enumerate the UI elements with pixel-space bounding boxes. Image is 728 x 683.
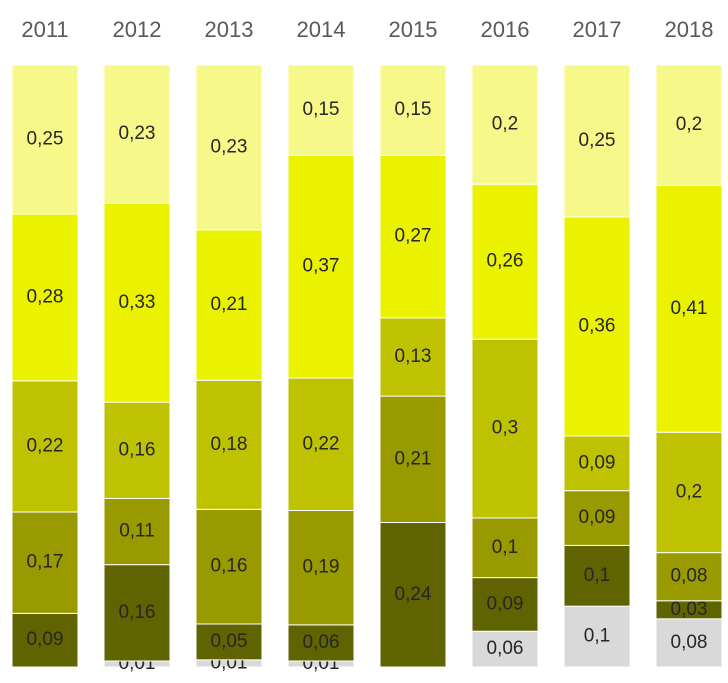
bar-segment bbox=[563, 216, 631, 437]
x-tick-label: 2016 bbox=[481, 17, 530, 42]
value-label: 0,11 bbox=[119, 521, 155, 542]
value-label: 0,1 bbox=[492, 537, 518, 558]
bar-segment bbox=[103, 202, 171, 403]
value-label: 0,18 bbox=[211, 434, 248, 455]
bar-segment bbox=[11, 213, 79, 382]
bar-segment bbox=[471, 630, 539, 668]
bar-segment bbox=[379, 522, 447, 668]
value-label: 0,2 bbox=[492, 114, 518, 135]
bar-segment bbox=[195, 508, 263, 625]
value-label: 0,09 bbox=[27, 629, 64, 650]
value-label: 0,3 bbox=[492, 418, 518, 439]
bar-segment bbox=[471, 64, 539, 185]
value-label: 0,24 bbox=[395, 584, 432, 605]
value-label: 0,23 bbox=[119, 123, 156, 144]
bar-segment bbox=[655, 64, 723, 186]
value-label: 0,37 bbox=[303, 256, 340, 277]
value-label: 0,17 bbox=[27, 552, 64, 573]
bar-segment bbox=[471, 183, 539, 340]
bar-segment bbox=[655, 552, 723, 602]
value-label: 0,25 bbox=[579, 130, 616, 151]
bar-segment bbox=[471, 577, 539, 632]
bar-segment bbox=[563, 605, 631, 668]
bar-segment bbox=[379, 154, 447, 319]
value-label: 0,13 bbox=[395, 346, 432, 367]
value-label: 0,09 bbox=[579, 507, 616, 528]
x-tick-label: 2013 bbox=[205, 17, 254, 42]
value-label: 0,22 bbox=[303, 433, 340, 454]
x-tick-label: 2011 bbox=[21, 17, 68, 42]
value-label: 0,22 bbox=[27, 435, 64, 456]
x-tick-label: 2014 bbox=[297, 17, 346, 42]
value-label: 0,33 bbox=[119, 292, 156, 313]
bar-segment bbox=[195, 623, 263, 661]
bar-segment bbox=[379, 64, 447, 156]
bar-segment bbox=[563, 64, 631, 218]
value-label: 0,05 bbox=[211, 631, 248, 652]
value-label: 0,2 bbox=[676, 114, 702, 135]
x-tick-label: 2018 bbox=[665, 17, 714, 42]
bar-segment bbox=[563, 435, 631, 492]
value-label: 0,03 bbox=[671, 599, 708, 620]
bar-segment bbox=[11, 64, 79, 215]
value-label: 0,16 bbox=[119, 602, 156, 623]
bar-segment bbox=[103, 497, 171, 566]
bar-segment bbox=[563, 490, 631, 546]
value-label: 0,28 bbox=[27, 286, 64, 307]
bar-segment bbox=[287, 509, 355, 626]
value-label: 0,08 bbox=[671, 566, 708, 587]
value-label: 0,41 bbox=[671, 298, 708, 319]
bar-segment bbox=[195, 229, 263, 381]
bar-segment bbox=[195, 379, 263, 510]
value-label: 0,1 bbox=[584, 565, 610, 586]
x-tick-label: 2017 bbox=[573, 17, 622, 42]
value-label: 0,2 bbox=[676, 481, 702, 502]
bar-segment bbox=[11, 612, 79, 668]
value-label: 0,15 bbox=[303, 99, 340, 120]
value-label: 0,21 bbox=[211, 294, 248, 315]
value-label: 0,19 bbox=[303, 557, 340, 578]
value-label: 0,08 bbox=[671, 632, 708, 653]
bar-segment bbox=[287, 64, 355, 156]
value-label: 0,16 bbox=[119, 439, 156, 460]
value-label: 0,1 bbox=[584, 626, 610, 647]
value-label: 0,06 bbox=[487, 638, 524, 659]
value-label: 0,09 bbox=[579, 452, 616, 473]
x-tick-label: 2012 bbox=[113, 17, 162, 42]
bar-segment bbox=[103, 64, 171, 204]
bar-segment bbox=[287, 624, 355, 662]
bar-segment bbox=[471, 338, 539, 519]
bar-segment bbox=[379, 317, 447, 397]
bar-segment bbox=[195, 64, 263, 231]
value-label: 0,23 bbox=[211, 136, 248, 157]
value-label: 0,36 bbox=[579, 315, 616, 336]
bar-segment bbox=[11, 511, 79, 614]
x-tick-label: 2015 bbox=[389, 17, 438, 42]
value-label: 0,21 bbox=[395, 448, 432, 469]
value-label: 0,25 bbox=[27, 129, 64, 150]
value-label: 0,26 bbox=[487, 251, 524, 272]
value-label: 0,09 bbox=[487, 593, 524, 614]
value-label: 0,15 bbox=[395, 99, 432, 120]
bar-segment bbox=[103, 401, 171, 499]
bar-segment bbox=[655, 184, 723, 433]
bar-segment bbox=[287, 154, 355, 379]
value-label: 0,06 bbox=[303, 632, 340, 653]
bar-segment bbox=[471, 517, 539, 579]
bar-segment bbox=[563, 544, 631, 607]
value-label: 0,27 bbox=[395, 226, 432, 247]
value-label: 0,16 bbox=[211, 556, 248, 577]
bar-segment bbox=[379, 395, 447, 524]
